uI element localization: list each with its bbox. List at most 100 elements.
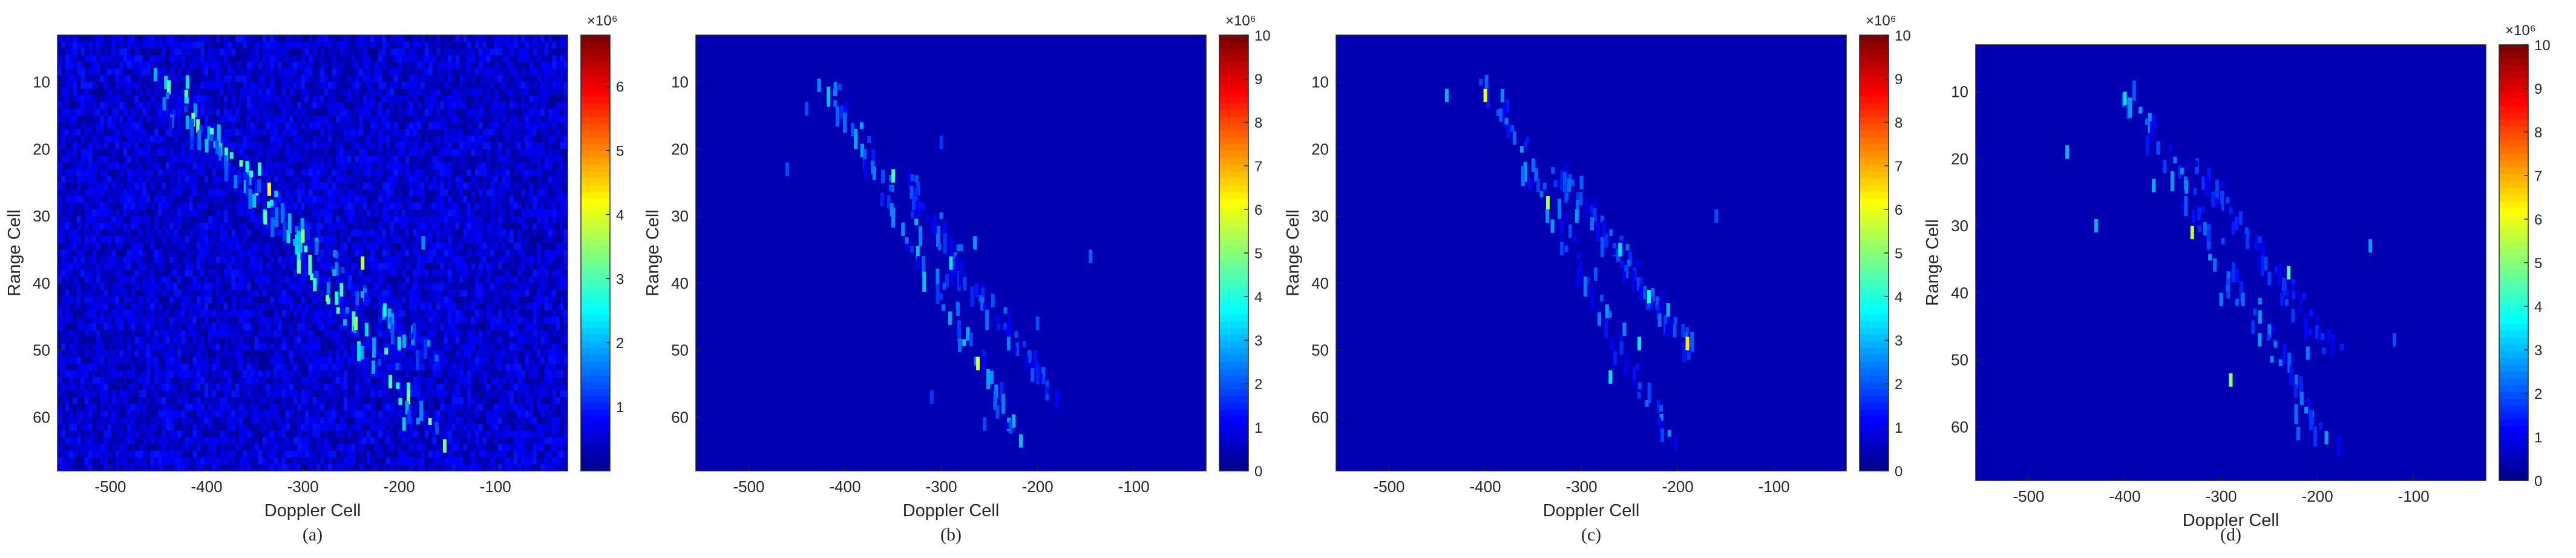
noise-cell xyxy=(370,189,375,197)
noise-cell xyxy=(239,156,244,163)
noise-cell xyxy=(455,136,460,143)
noise-cell xyxy=(204,42,209,49)
noise-cell xyxy=(196,209,201,217)
noise-cell xyxy=(126,256,131,264)
noise-cell xyxy=(92,162,97,170)
noise-cell xyxy=(304,115,309,123)
noise-cell xyxy=(552,256,557,264)
noise-cell xyxy=(563,209,568,217)
noise-cell xyxy=(424,236,429,243)
noise-cell xyxy=(192,136,197,143)
noise-cell xyxy=(544,42,549,49)
noise-cell xyxy=(258,75,263,83)
noise-cell xyxy=(262,189,267,197)
noise-cell xyxy=(65,195,70,203)
noise-cell xyxy=(533,236,537,243)
noise-cell xyxy=(482,189,487,197)
noise-cell xyxy=(96,68,100,76)
noise-cell xyxy=(212,55,217,62)
noise-cell xyxy=(544,276,549,284)
noise-cell xyxy=(154,243,159,250)
noise-cell xyxy=(347,249,352,257)
noise-cell xyxy=(451,82,456,90)
noise-cell xyxy=(505,75,510,83)
noise-cell xyxy=(196,263,201,271)
noise-cell xyxy=(544,55,549,62)
noise-cell xyxy=(208,82,212,90)
noise-cell xyxy=(471,209,476,217)
noise-cell xyxy=(208,35,212,42)
noise-cell xyxy=(73,236,77,243)
noise-cell xyxy=(440,169,445,177)
noise-cell xyxy=(212,263,217,271)
noise-cell xyxy=(150,195,155,203)
noise-cell xyxy=(421,82,425,90)
noise-cell xyxy=(370,229,375,237)
noise-cell xyxy=(177,142,182,149)
noise-cell xyxy=(258,48,263,56)
noise-cell xyxy=(328,202,332,210)
noise-cell xyxy=(158,68,162,76)
noise-cell xyxy=(103,122,108,130)
noise-cell xyxy=(146,256,151,264)
noise-cell xyxy=(529,269,534,277)
noise-cell xyxy=(498,35,502,42)
noise-cell xyxy=(204,88,209,96)
noise-cell xyxy=(84,283,89,290)
noise-cell xyxy=(80,182,85,190)
noise-cell xyxy=(335,35,340,42)
noise-cell xyxy=(548,229,552,237)
noise-cell xyxy=(278,243,282,250)
noise-cell xyxy=(517,249,522,257)
noise-cell xyxy=(359,82,364,90)
noise-cell xyxy=(76,276,81,284)
noise-cell xyxy=(513,229,518,237)
noise-cell xyxy=(61,182,66,190)
noise-cell xyxy=(189,176,194,183)
noise-cell xyxy=(548,82,552,90)
noise-cell xyxy=(455,48,460,56)
noise-cell xyxy=(498,256,502,264)
noise-cell xyxy=(266,142,270,149)
noise-cell xyxy=(421,48,425,56)
noise-cell xyxy=(200,156,205,163)
noise-cell xyxy=(467,209,471,217)
noise-cell xyxy=(192,229,197,237)
noise-cell xyxy=(80,202,85,210)
noise-cell xyxy=(254,229,259,237)
noise-cell xyxy=(544,68,549,76)
noise-cell xyxy=(73,35,77,42)
noise-cell xyxy=(471,176,476,183)
noise-cell xyxy=(471,269,476,277)
noise-cell xyxy=(490,48,495,56)
noise-cell xyxy=(517,149,522,156)
noise-cell xyxy=(351,249,356,257)
noise-cell xyxy=(517,236,522,243)
noise-cell xyxy=(502,136,506,143)
noise-cell xyxy=(413,42,418,49)
noise-cell xyxy=(228,136,232,143)
noise-cell xyxy=(536,42,541,49)
noise-cell xyxy=(301,263,306,271)
noise-cell xyxy=(123,35,128,42)
noise-cell xyxy=(436,95,441,103)
noise-cell xyxy=(502,102,506,110)
noise-cell xyxy=(231,202,236,210)
noise-cell xyxy=(92,42,97,49)
noise-cell xyxy=(57,169,62,177)
noise-cell xyxy=(243,223,247,230)
noise-cell xyxy=(451,88,456,96)
noise-cell xyxy=(529,108,534,116)
noise-cell xyxy=(463,249,468,257)
noise-cell xyxy=(223,142,228,149)
noise-cell xyxy=(123,263,128,271)
noise-cell xyxy=(108,129,112,136)
noise-cell xyxy=(428,216,433,223)
noise-cell xyxy=(181,156,186,163)
noise-cell xyxy=(108,256,112,264)
noise-cell xyxy=(471,48,476,56)
noise-cell xyxy=(212,256,217,264)
noise-cell xyxy=(84,55,89,62)
noise-cell xyxy=(169,223,174,230)
noise-cell xyxy=(123,48,128,56)
